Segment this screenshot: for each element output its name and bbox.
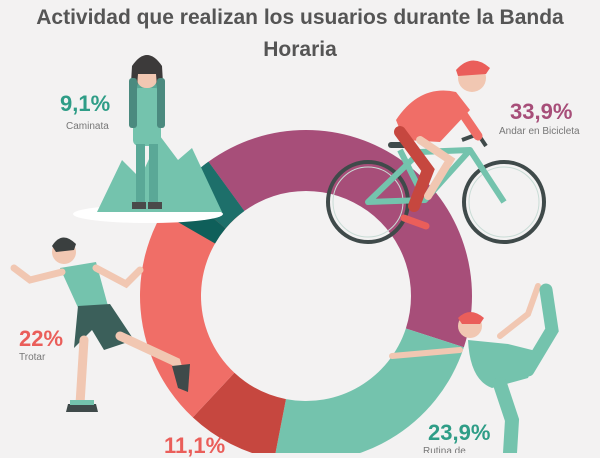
slice-label-caminata-name: Caminata — [66, 121, 109, 132]
donut-slice-andar-en-bicicleta — [208, 130, 472, 348]
chart-title: Actividad que realizan los usuarios dura… — [0, 2, 600, 66]
slice-label-rutina-pct: 23,9% — [428, 420, 491, 445]
chart-title-line-1: Actividad que realizan los usuarios dura… — [36, 6, 564, 29]
donut-slice-unlabeled-2 — [192, 372, 286, 453]
yoga-woman-illustration — [389, 283, 559, 453]
cyclist-illustration — [326, 60, 546, 244]
slice-label-unlabeled-pct: 11,1% — [164, 433, 226, 458]
slice-label-caminata-pct: 9,1% — [60, 91, 111, 116]
slice-label-bicicleta-name: Andar en Bicicleta — [499, 126, 580, 137]
slice-label-bicicleta-pct: 33,9% — [510, 99, 573, 124]
mountain-hiker-illustration — [73, 55, 223, 223]
slice-label-rutina-name: Rutina de Ejercicios — [423, 446, 466, 453]
chart-title-line-2: Horaria — [263, 38, 337, 61]
donut-slice-rutina-de-ejercicios — [275, 328, 464, 453]
runner-illustration — [10, 237, 190, 412]
slice-label-trotar-pct: 22% — [19, 326, 64, 351]
slice-label-trotar-name: Trotar — [19, 352, 46, 363]
